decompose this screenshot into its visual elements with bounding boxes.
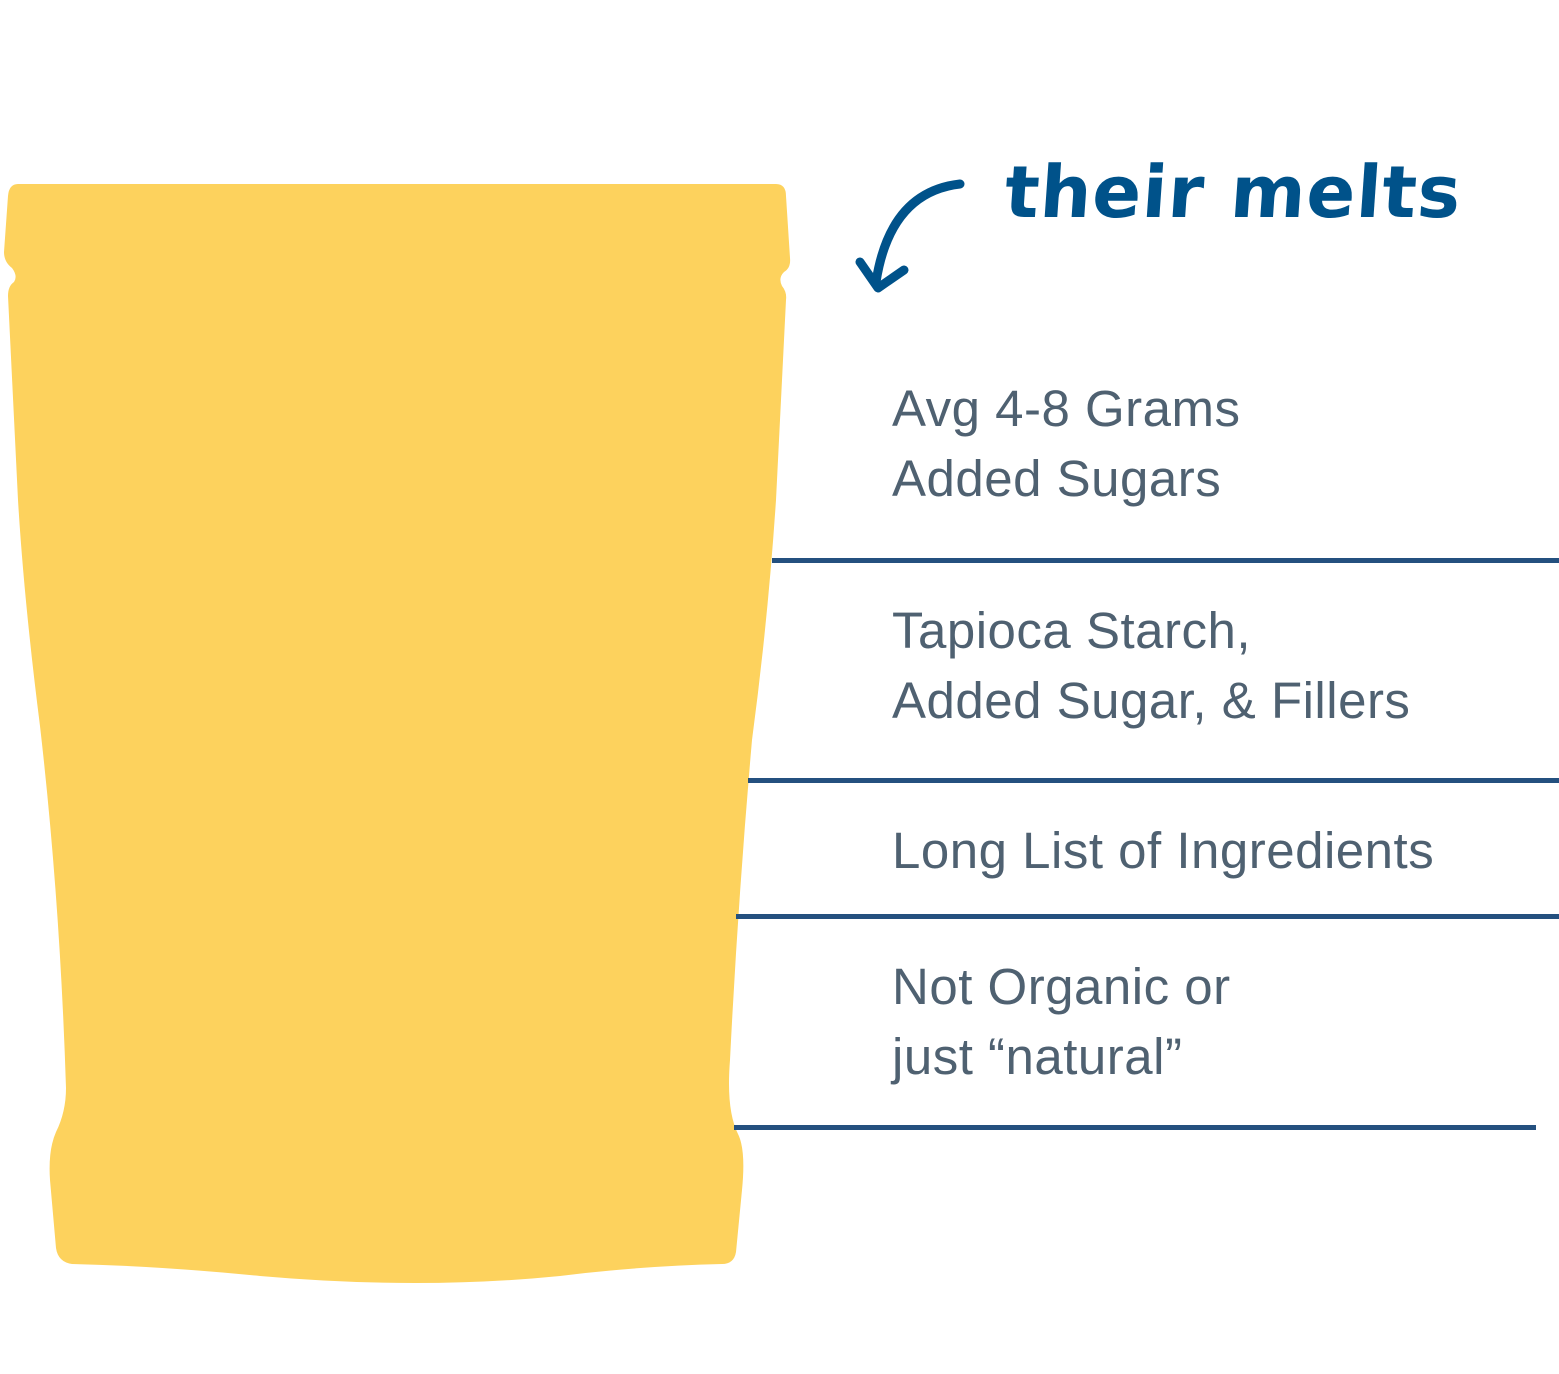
feature-line: Added Sugar, & Fillers bbox=[892, 672, 1411, 729]
feature-line: Not Organic or bbox=[892, 958, 1231, 1015]
divider bbox=[736, 914, 1559, 919]
feature-line: just “natural” bbox=[892, 1028, 1183, 1085]
curved-arrow-down-left-icon bbox=[855, 179, 965, 293]
pouch-shape bbox=[4, 184, 791, 1283]
feature-line: Long List of Ingredients bbox=[892, 822, 1435, 879]
divider bbox=[734, 1125, 1536, 1130]
feature-line: Added Sugars bbox=[892, 450, 1222, 507]
feature-ingredients: Long List of Ingredients bbox=[892, 816, 1434, 886]
feature-line: Avg 4-8 Grams bbox=[892, 380, 1241, 437]
feature-fillers: Tapioca Starch, Added Sugar, & Fillers bbox=[892, 596, 1410, 736]
divider bbox=[748, 778, 1559, 783]
product-pouch-silhouette bbox=[4, 184, 791, 1283]
divider bbox=[772, 558, 1559, 563]
feature-organic: Not Organic or just “natural” bbox=[892, 952, 1231, 1092]
annotation-text: their melts bbox=[1002, 150, 1465, 234]
feature-added-sugars: Avg 4-8 Grams Added Sugars bbox=[892, 374, 1241, 514]
feature-line: Tapioca Starch, bbox=[892, 602, 1252, 659]
